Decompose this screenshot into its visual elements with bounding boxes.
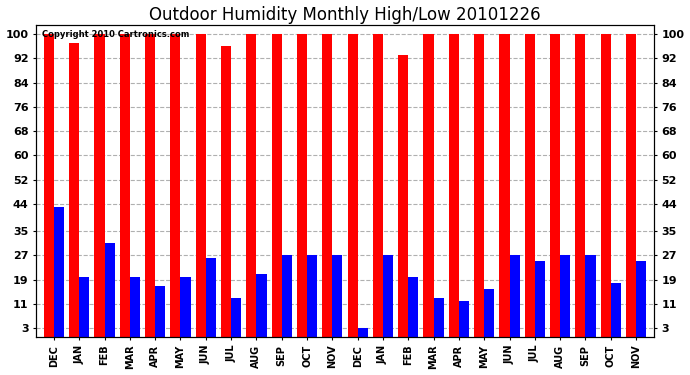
Bar [575, 34, 585, 337]
Bar [383, 255, 393, 337]
Bar [500, 34, 509, 337]
Bar [636, 261, 647, 337]
Bar [105, 243, 115, 337]
Bar [433, 298, 444, 337]
Bar [550, 34, 560, 337]
Bar [611, 283, 621, 337]
Bar [120, 34, 130, 337]
Bar [601, 34, 611, 337]
Bar [484, 289, 494, 337]
Bar [246, 34, 257, 337]
Bar [206, 258, 216, 337]
Bar [408, 277, 418, 337]
Bar [181, 277, 190, 337]
Bar [524, 34, 535, 337]
Bar [69, 43, 79, 337]
Bar [448, 34, 459, 337]
Bar [333, 255, 342, 337]
Bar [282, 255, 292, 337]
Text: Copyright 2010 Cartronics.com: Copyright 2010 Cartronics.com [42, 30, 190, 39]
Bar [170, 34, 181, 337]
Bar [535, 261, 545, 337]
Bar [373, 34, 383, 337]
Bar [221, 46, 231, 337]
Bar [272, 34, 282, 337]
Bar [509, 255, 520, 337]
Bar [54, 207, 64, 337]
Bar [43, 34, 54, 337]
Bar [297, 34, 307, 337]
Bar [196, 34, 206, 337]
Bar [130, 277, 140, 337]
Bar [348, 34, 357, 337]
Bar [79, 277, 89, 337]
Bar [257, 273, 266, 337]
Bar [398, 56, 408, 337]
Bar [155, 286, 166, 337]
Bar [424, 34, 433, 337]
Bar [145, 34, 155, 337]
Bar [474, 34, 484, 337]
Bar [459, 301, 469, 337]
Bar [626, 34, 636, 337]
Bar [307, 255, 317, 337]
Bar [95, 34, 105, 337]
Bar [231, 298, 241, 337]
Bar [585, 255, 595, 337]
Bar [357, 328, 368, 337]
Bar [560, 255, 570, 337]
Title: Outdoor Humidity Monthly High/Low 20101226: Outdoor Humidity Monthly High/Low 201012… [149, 6, 541, 24]
Bar [322, 34, 333, 337]
